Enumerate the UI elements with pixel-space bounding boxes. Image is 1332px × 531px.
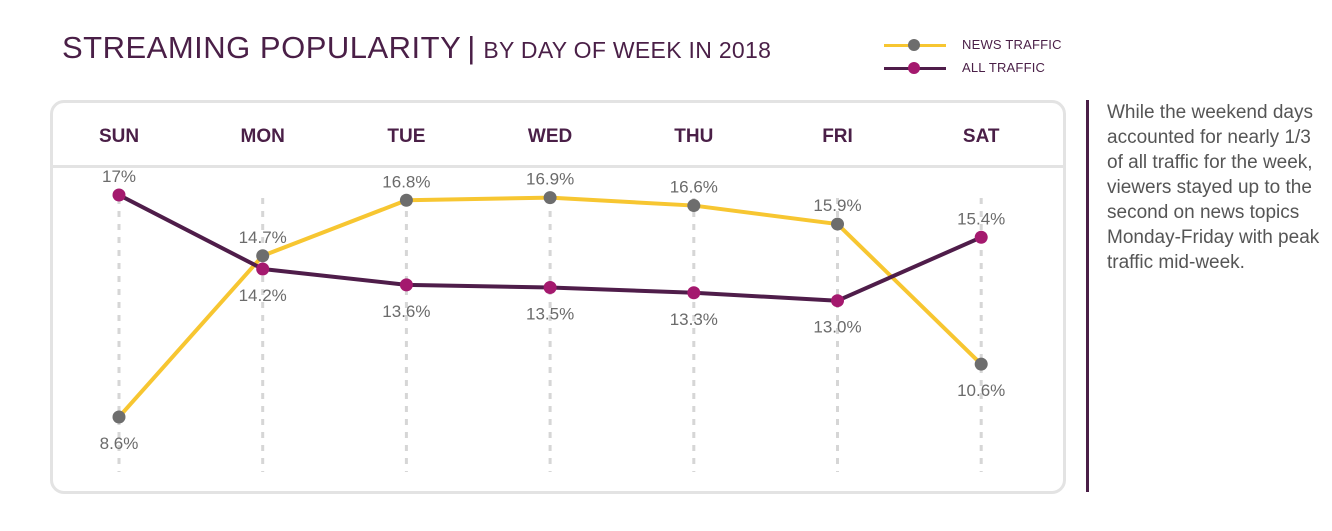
day-label-sun: SUN <box>99 126 139 147</box>
value-label-news-traffic-fri: 15.9% <box>813 196 861 215</box>
day-label-tue: TUE <box>387 126 425 147</box>
value-label-all-traffic-mon: 14.2% <box>239 286 287 305</box>
marker-news-traffic-tue <box>399 193 413 207</box>
marker-all-traffic-fri <box>831 294 844 308</box>
marker-news-traffic-thu <box>687 199 701 213</box>
title-subtitle: BY DAY OF WEEK IN 2018 <box>483 37 772 63</box>
marker-all-traffic-sun <box>112 188 126 202</box>
marker-all-traffic-tue <box>399 278 413 292</box>
value-label-all-traffic-thu: 13.3% <box>670 310 718 329</box>
chart-title: STREAMING POPULARITY | BY DAY OF WEEK IN 2… <box>62 30 771 66</box>
legend-label-all-traffic: ALL TRAFFIC <box>962 60 1046 75</box>
day-label-thu: THU <box>674 126 713 147</box>
chart-panel <box>50 100 1066 494</box>
legend-label-news-traffic: NEWS TRAFFIC <box>962 37 1062 52</box>
series-markers <box>112 188 988 424</box>
marker-all-traffic-mon <box>256 262 270 276</box>
marker-news-traffic-mon <box>256 249 270 263</box>
value-label-news-traffic-sat: 10.6% <box>957 381 1005 400</box>
value-label-news-traffic-thu: 16.6% <box>670 178 718 197</box>
day-label-fri: FRI <box>822 126 853 147</box>
marker-all-traffic-sat <box>974 230 988 244</box>
marker-news-traffic-wed <box>543 191 557 205</box>
day-label-mon: MON <box>241 126 285 147</box>
day-labels: SUN MON TUE WED THU FRI SAT <box>99 126 1000 147</box>
side-note-accent-bar <box>1086 100 1089 492</box>
value-label-news-traffic-sun: 8.6% <box>100 434 139 453</box>
legend-swatch-news-traffic <box>884 37 946 53</box>
side-note-text: While the weekend days accounted for nea… <box>1107 102 1320 273</box>
marker-all-traffic-wed <box>543 280 557 294</box>
legend-item-news-traffic: NEWS TRAFFIC <box>884 33 1062 56</box>
value-label-news-traffic-wed: 16.9% <box>526 170 574 189</box>
marker-news-traffic-sat <box>974 357 988 371</box>
day-label-sat: SAT <box>963 126 1000 147</box>
legend-item-all-traffic: ALL TRAFFIC <box>884 56 1062 79</box>
value-label-all-traffic-sat: 15.4% <box>957 209 1005 228</box>
legend: NEWS TRAFFIC ALL TRAFFIC <box>884 33 1062 79</box>
day-label-wed: WED <box>528 126 572 147</box>
value-label-news-traffic-tue: 16.8% <box>382 172 430 191</box>
legend-dot-news-traffic <box>908 38 920 51</box>
value-label-all-traffic-sun: 17% <box>102 167 136 186</box>
value-label-all-traffic-fri: 13.0% <box>813 318 861 337</box>
marker-news-traffic-fri <box>831 217 844 231</box>
marker-news-traffic-sun <box>112 410 126 424</box>
value-label-all-traffic-wed: 13.5% <box>526 304 574 323</box>
legend-dot-all-traffic <box>908 61 920 74</box>
value-labels: 8.6% 14.7% 16.8% 16.9% 16.6% 15.9% 10.6% 17% 14.… <box>100 167 1006 453</box>
title-separator: | <box>467 30 476 65</box>
marker-all-traffic-thu <box>687 286 701 300</box>
day-header-divider <box>50 165 1066 168</box>
value-label-all-traffic-tue: 13.6% <box>382 302 430 321</box>
legend-swatch-all-traffic <box>884 60 946 76</box>
title-main: STREAMING POPULARITY <box>62 30 462 65</box>
value-label-news-traffic-mon: 14.7% <box>239 228 287 247</box>
